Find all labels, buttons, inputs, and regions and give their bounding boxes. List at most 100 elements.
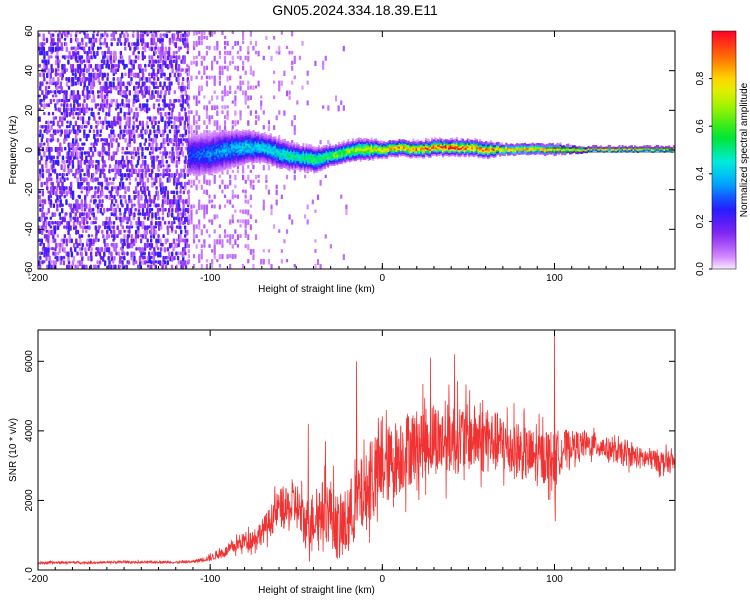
heatmap-cell bbox=[118, 160, 120, 166]
heatmap-cell bbox=[59, 73, 61, 77]
heatmap-cell bbox=[144, 182, 146, 187]
heatmap-cell bbox=[41, 81, 43, 86]
heatmap-cell bbox=[72, 77, 74, 83]
heatmap-cell bbox=[137, 173, 139, 177]
heatmap-cell bbox=[108, 221, 110, 226]
heatmap-cell bbox=[193, 41, 195, 47]
heatmap-cell bbox=[173, 190, 175, 194]
heatmap-cell bbox=[115, 64, 117, 68]
heatmap-cell bbox=[54, 129, 56, 135]
heatmap-cell bbox=[52, 234, 54, 239]
heatmap-cell bbox=[92, 68, 94, 72]
heatmap-cell bbox=[61, 121, 63, 127]
heatmap-cell bbox=[164, 260, 166, 264]
heatmap-cell bbox=[265, 185, 267, 190]
heatmap-cell bbox=[317, 259, 319, 265]
heatmap-cell bbox=[52, 169, 54, 173]
heatmap-cell bbox=[211, 76, 213, 79]
heatmap-cell bbox=[142, 33, 144, 37]
heatmap-cell bbox=[111, 234, 113, 238]
heatmap-cell bbox=[224, 195, 226, 198]
heatmap-cell bbox=[57, 77, 59, 82]
heatmap-cell bbox=[286, 46, 288, 49]
heatmap-cell bbox=[82, 230, 84, 233]
heatmap-cell bbox=[126, 204, 128, 209]
heatmap-cell bbox=[155, 42, 157, 46]
heatmap-cell bbox=[104, 260, 106, 266]
heatmap-cell bbox=[171, 208, 173, 212]
heatmap-cell bbox=[190, 110, 192, 114]
heatmap-cell bbox=[79, 225, 81, 228]
heatmap-cell bbox=[234, 210, 236, 213]
heatmap-cell bbox=[193, 31, 195, 36]
heatmap-cell bbox=[130, 73, 132, 76]
heatmap-cell bbox=[119, 86, 121, 92]
heatmap-cell bbox=[139, 64, 141, 68]
heatmap-cell bbox=[196, 120, 198, 124]
heatmap-cell bbox=[252, 180, 254, 183]
heatmap-cell bbox=[179, 221, 181, 225]
heatmap-cell bbox=[40, 217, 42, 221]
heatmap-cell bbox=[112, 99, 114, 102]
heatmap-cell bbox=[91, 234, 93, 237]
heatmap-cell bbox=[330, 244, 332, 248]
heatmap-cell bbox=[196, 61, 198, 67]
heatmap-cell bbox=[86, 238, 88, 243]
heatmap-cell bbox=[88, 73, 90, 77]
heatmap-cell bbox=[41, 90, 43, 95]
heatmap-cell bbox=[179, 116, 181, 122]
heatmap-cell bbox=[63, 64, 65, 69]
heatmap-cell bbox=[96, 51, 98, 56]
heatmap-cell bbox=[250, 214, 252, 218]
heatmap-cell bbox=[141, 151, 143, 156]
heatmap-cell bbox=[206, 115, 208, 119]
heatmap-cell bbox=[166, 116, 168, 119]
heatmap-cell bbox=[103, 208, 105, 214]
heatmap-cell bbox=[138, 217, 140, 222]
heatmap-cell bbox=[70, 38, 72, 43]
heatmap-cell bbox=[88, 68, 90, 72]
heatmap-cell bbox=[126, 156, 128, 160]
heatmap-cell bbox=[190, 180, 192, 184]
heatmap-cell bbox=[61, 33, 63, 38]
heatmap-cell bbox=[143, 94, 145, 97]
heatmap-cell bbox=[141, 68, 143, 74]
heatmap-cell bbox=[247, 234, 249, 240]
heatmap-cell bbox=[184, 260, 186, 266]
heatmap-cell bbox=[255, 120, 257, 125]
heatmap-cell bbox=[69, 225, 71, 230]
heatmap-cell bbox=[291, 81, 293, 85]
heatmap-cell bbox=[132, 125, 134, 130]
heatmap-cell bbox=[133, 64, 135, 70]
heatmap-cell bbox=[184, 212, 186, 216]
heatmap-cell bbox=[50, 260, 52, 263]
heatmap-cell bbox=[224, 86, 226, 91]
heatmap-cell bbox=[177, 81, 179, 85]
heatmap-cell bbox=[190, 76, 192, 81]
heatmap-cell bbox=[119, 195, 121, 199]
heatmap-cell bbox=[142, 247, 144, 252]
heatmap-cell bbox=[214, 46, 216, 51]
heatmap-cell bbox=[164, 190, 166, 196]
heatmap-cell bbox=[149, 243, 151, 247]
heatmap-cell bbox=[168, 221, 170, 225]
heatmap-cell bbox=[196, 234, 198, 238]
heatmap-cell bbox=[38, 116, 40, 122]
heatmap-cell bbox=[281, 259, 283, 263]
heatmap-cell bbox=[166, 151, 168, 155]
heatmap-cell bbox=[162, 164, 164, 167]
heatmap-cell bbox=[234, 66, 236, 70]
heatmap-cell bbox=[268, 190, 270, 195]
heatmap-cell bbox=[73, 256, 75, 262]
heatmap-cell bbox=[100, 121, 102, 125]
heatmap-cell bbox=[55, 116, 57, 119]
heatmap-cell bbox=[322, 105, 324, 108]
heatmap-cell bbox=[142, 51, 144, 56]
heatmap-cell bbox=[119, 208, 121, 212]
heatmap-cell bbox=[184, 86, 186, 91]
heatmap-cell bbox=[66, 190, 68, 196]
heatmap-cell bbox=[61, 64, 63, 70]
heatmap-cell bbox=[50, 217, 52, 220]
heatmap-cell bbox=[83, 212, 85, 215]
heatmap-cell bbox=[196, 110, 198, 116]
